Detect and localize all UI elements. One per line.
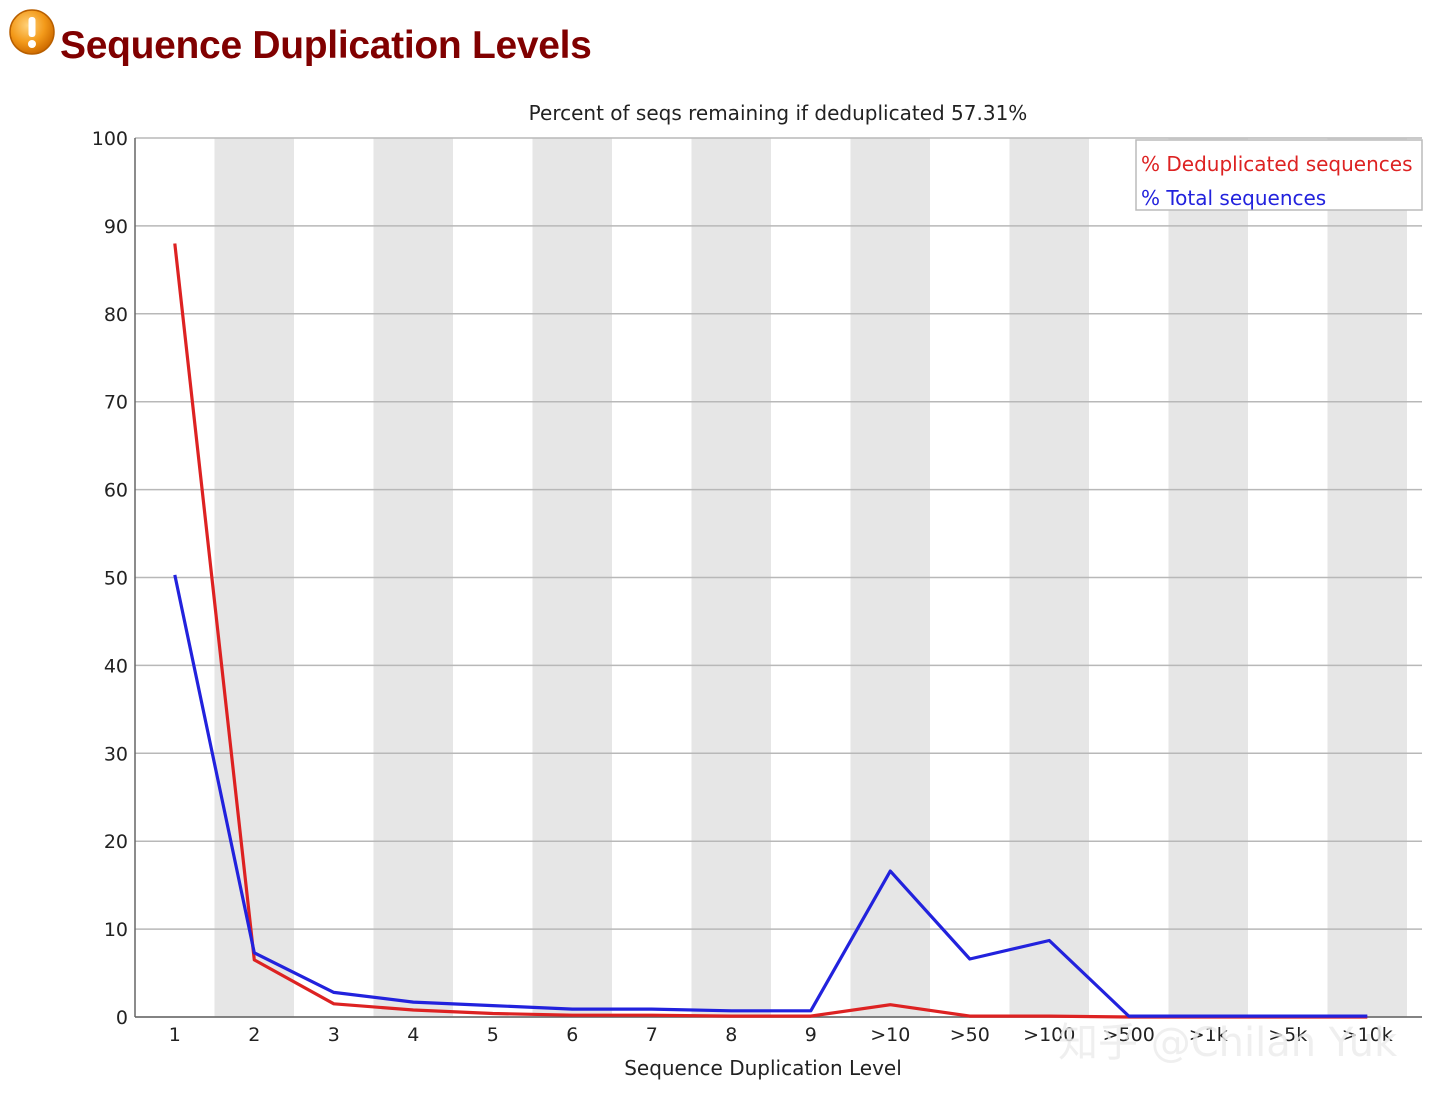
legend-box: [1135, 139, 1423, 211]
x-tick-label: >100: [1023, 1024, 1075, 1046]
x-tick-label: 5: [487, 1024, 499, 1046]
x-tick-label: >1k: [1189, 1024, 1228, 1046]
x-tick-label: 1: [169, 1024, 181, 1046]
y-tick-label: 0: [116, 1007, 128, 1029]
y-tick-label: 30: [104, 743, 128, 765]
x-tick-label: 8: [725, 1024, 737, 1046]
x-tick-label: 4: [407, 1024, 419, 1046]
x-tick-label: >10: [870, 1024, 910, 1046]
y-tick-label: 80: [104, 304, 128, 326]
x-tick-label: >50: [950, 1024, 990, 1046]
legend-entry-0: % Deduplicated sequences: [1141, 152, 1413, 176]
x-tick-label: 2: [248, 1024, 260, 1046]
warning-icon: [9, 9, 55, 55]
x-tick-label: 6: [566, 1024, 578, 1046]
x-tick-label: >5k: [1268, 1024, 1307, 1046]
y-tick-label: 60: [104, 480, 128, 502]
y-tick-label: 70: [104, 392, 128, 414]
y-tick-label: 50: [104, 568, 128, 590]
x-tick-label: >500: [1103, 1024, 1155, 1046]
x-tick-label: 7: [646, 1024, 658, 1046]
x-tick-label: 3: [328, 1024, 340, 1046]
legend-entry-1: % Total sequences: [1141, 186, 1326, 210]
x-tick-label: 9: [805, 1024, 817, 1046]
page-title: Sequence Duplication Levels: [60, 24, 592, 67]
x-tick-label: >10k: [1342, 1024, 1393, 1046]
chart-title: Percent of seqs remaining if deduplicate…: [529, 101, 1028, 125]
series-line-1: [173, 574, 1368, 1018]
y-tick-label: 90: [104, 216, 128, 238]
y-tick-label: 40: [104, 655, 128, 677]
y-tick-label: 10: [104, 919, 128, 941]
y-tick-label: 100: [92, 128, 128, 150]
x-axis-label: Sequence Duplication Level: [624, 1056, 902, 1080]
y-tick-label: 20: [104, 831, 128, 853]
